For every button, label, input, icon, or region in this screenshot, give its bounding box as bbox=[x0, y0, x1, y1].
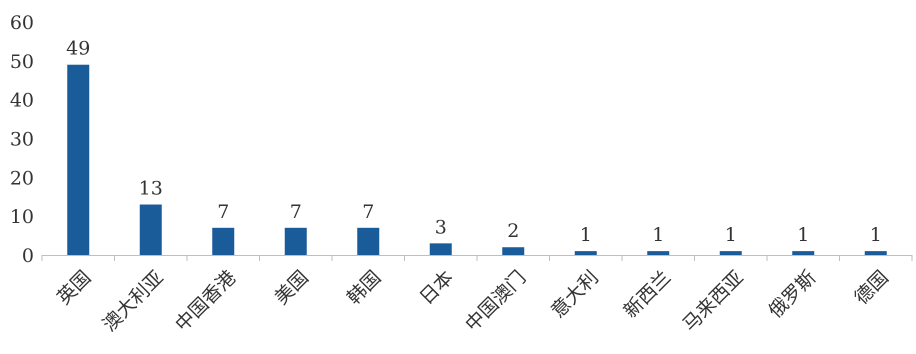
bar bbox=[792, 251, 815, 255]
bar bbox=[719, 251, 742, 255]
x-tick-label: 意大利 bbox=[547, 267, 603, 323]
x-axis: 英国 澳大利亚 中国香港 美国 韩国 日本 中国澳门 意大利 新西兰 马来西亚 俄罗斯 德国 bbox=[41, 255, 913, 336]
x-tick-label: 德国 bbox=[850, 267, 892, 309]
data-label: 1 bbox=[797, 224, 809, 246]
data-label: 1 bbox=[725, 224, 737, 246]
x-tick-label: 澳大利亚 bbox=[99, 267, 168, 336]
x-tick-label: 韩国 bbox=[343, 267, 385, 309]
y-tick-label: 60 bbox=[10, 12, 34, 34]
y-tick-label: 40 bbox=[10, 90, 34, 112]
bar bbox=[647, 251, 670, 255]
data-label: 7 bbox=[217, 201, 229, 223]
y-tick-label: 0 bbox=[22, 245, 34, 267]
x-tick-label: 中国澳门 bbox=[461, 267, 530, 336]
bar bbox=[67, 64, 90, 255]
data-label: 1 bbox=[580, 224, 592, 246]
bar bbox=[139, 204, 162, 255]
bar bbox=[212, 227, 235, 255]
y-axis: 0 10 20 30 40 50 60 bbox=[10, 12, 34, 267]
data-labels: 49 13 7 7 7 3 2 1 1 1 1 1 bbox=[66, 38, 882, 246]
data-label: 13 bbox=[139, 178, 163, 200]
x-tick-label: 美国 bbox=[270, 267, 312, 309]
data-label: 7 bbox=[290, 201, 302, 223]
bar bbox=[429, 243, 452, 255]
x-tick-label: 俄罗斯 bbox=[765, 267, 821, 323]
x-tick-label: 新西兰 bbox=[620, 267, 676, 323]
y-tick-label: 30 bbox=[10, 129, 34, 151]
bar bbox=[357, 227, 380, 255]
data-label: 2 bbox=[507, 220, 519, 242]
x-tick-label: 中国香港 bbox=[171, 267, 240, 336]
data-label: 49 bbox=[66, 38, 90, 60]
y-tick-label: 10 bbox=[10, 206, 34, 228]
bar bbox=[284, 227, 307, 255]
bar bbox=[864, 251, 887, 255]
data-label: 1 bbox=[870, 224, 882, 246]
x-tick-label: 日本 bbox=[415, 267, 457, 309]
data-label: 1 bbox=[652, 224, 664, 246]
bar bbox=[502, 247, 525, 255]
data-label: 7 bbox=[362, 201, 374, 223]
y-tick-label: 20 bbox=[10, 167, 34, 189]
x-tick-label: 英国 bbox=[53, 267, 95, 309]
x-tick-label: 马来西亚 bbox=[679, 267, 748, 336]
bar bbox=[574, 251, 597, 255]
bars bbox=[67, 64, 887, 255]
data-label: 3 bbox=[435, 216, 447, 238]
y-tick-label: 50 bbox=[10, 51, 34, 73]
